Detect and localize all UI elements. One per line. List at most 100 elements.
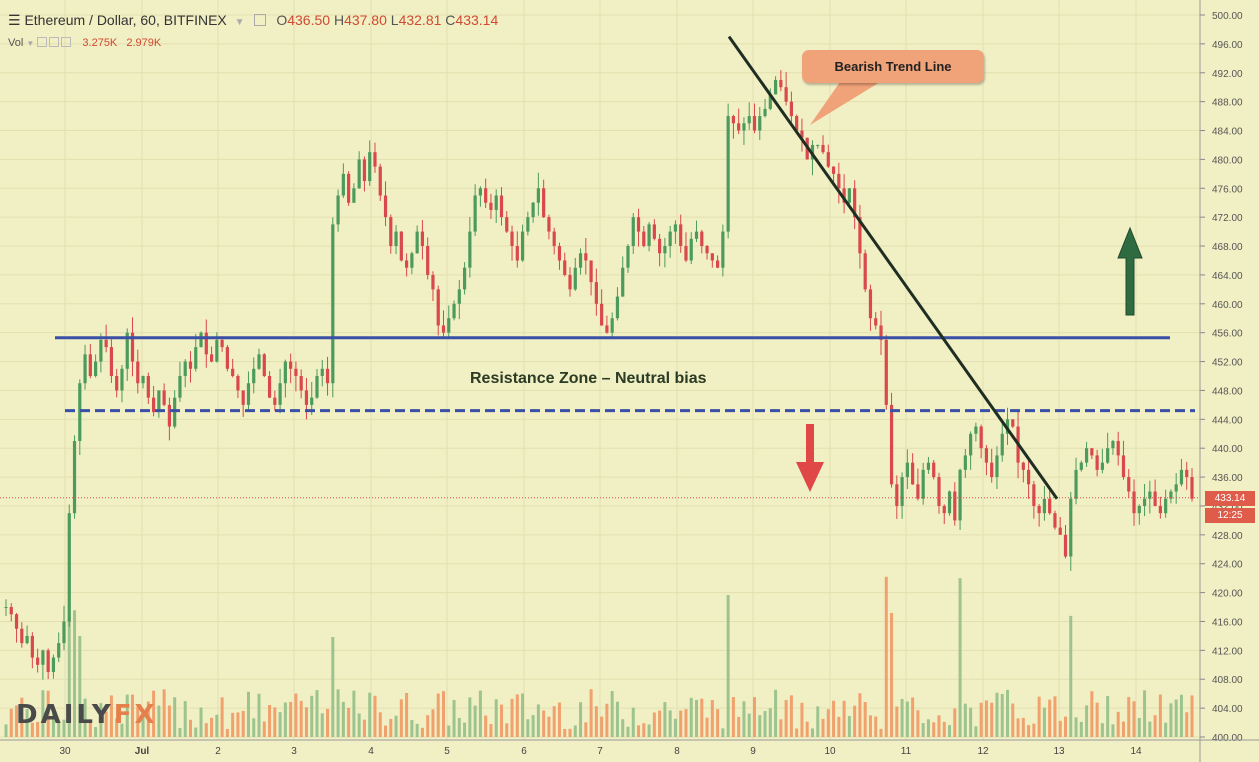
candle-body	[626, 246, 630, 268]
c-value: 433.14	[455, 12, 499, 28]
candle-body	[46, 650, 50, 673]
candle-body	[568, 274, 572, 290]
candle-body	[853, 188, 857, 218]
volume-bar	[57, 722, 61, 737]
candle-body	[304, 390, 309, 405]
x-tick-label: Jul	[135, 746, 150, 757]
volume-bar	[979, 702, 983, 737]
volume-bar	[974, 726, 978, 737]
candle-body	[178, 376, 182, 398]
candle-body	[383, 195, 388, 218]
candle-body	[1121, 455, 1126, 478]
candle-body	[1142, 498, 1147, 506]
volume-bar	[1095, 702, 1099, 737]
volume-bar	[768, 708, 772, 737]
volume-bar	[1185, 712, 1189, 737]
candle-body	[347, 173, 351, 203]
volume-bar	[83, 698, 87, 737]
volume-bar	[115, 718, 119, 737]
volume-bar	[1164, 722, 1168, 737]
candle-body	[1042, 498, 1047, 514]
volume-bar	[420, 727, 424, 737]
candle-body	[420, 231, 425, 247]
candle-body	[20, 628, 24, 644]
candle-body	[932, 462, 936, 478]
candle-body	[1032, 484, 1036, 506]
y-tick-label: 488.00	[1212, 98, 1243, 109]
volume-bar	[689, 697, 693, 737]
y-tick-label: 496.00	[1212, 40, 1243, 51]
candle-body	[842, 188, 846, 203]
candle-body	[1153, 491, 1157, 506]
volume-bar	[573, 725, 577, 737]
volume-bar	[900, 698, 904, 737]
volume-bar	[410, 720, 414, 737]
h-label: H	[333, 12, 345, 28]
volume-bar	[705, 717, 709, 737]
settings-icon[interactable]	[49, 37, 60, 47]
volume-bar	[958, 578, 962, 737]
volume-bar	[895, 706, 899, 737]
volume-bar	[447, 725, 451, 737]
volume-bar	[1037, 696, 1041, 737]
volume-bar	[268, 704, 272, 737]
volume-bar	[984, 700, 988, 737]
candle-body	[731, 116, 736, 124]
candle-body	[194, 347, 198, 369]
volume-bar	[146, 701, 150, 737]
menu-icon[interactable]: ☰	[8, 12, 21, 28]
volume-bar	[700, 698, 704, 737]
volume-bar	[389, 718, 393, 737]
y-tick-label: 452.00	[1212, 358, 1243, 369]
volume-bar	[478, 690, 482, 737]
volume-bar	[215, 714, 219, 737]
volume-bar	[1079, 721, 1083, 737]
volume-bar	[46, 690, 50, 737]
candle-body	[779, 79, 783, 88]
symbol-dropdown-icon[interactable]: ▼	[234, 17, 245, 28]
volume-bar	[1132, 701, 1136, 737]
volume-bar	[742, 701, 746, 737]
symbol-title[interactable]: Ethereum / Dollar, 60, BITFINEX	[24, 12, 227, 28]
candle-body	[726, 116, 730, 232]
resistance-zone-label: Resistance Zone – Neutral bias	[470, 370, 707, 387]
volume-bar	[531, 715, 535, 737]
h-value: 437.80	[344, 12, 387, 28]
candle-body	[905, 462, 909, 478]
volume-bar	[494, 699, 498, 737]
x-tick-label: 4	[368, 746, 374, 757]
settings-icon[interactable]	[254, 14, 267, 26]
volume-bar	[1021, 717, 1025, 737]
volume-bar	[1042, 707, 1046, 737]
candle-body	[225, 347, 229, 369]
candle-body	[241, 390, 245, 405]
candle-body	[115, 376, 119, 391]
volume-bar	[774, 689, 778, 737]
candle-body	[636, 217, 641, 232]
volume-bar	[1074, 717, 1078, 737]
candle-body	[658, 238, 662, 254]
candle-body	[573, 267, 577, 290]
close-icon[interactable]	[61, 37, 72, 47]
volume-bar	[731, 697, 735, 737]
x-tick-label: 9	[750, 746, 756, 757]
x-tick-label: 14	[1130, 746, 1142, 757]
volume-bar	[236, 712, 240, 737]
candle-body	[1074, 469, 1078, 499]
volume-dropdown-icon[interactable]: ▼	[26, 39, 35, 48]
volume-bar	[468, 697, 472, 737]
volume-bar	[626, 726, 630, 737]
eye-icon[interactable]	[37, 37, 48, 47]
candle-body	[795, 116, 799, 131]
volume-bar	[1174, 699, 1178, 737]
candle-body	[652, 224, 656, 239]
candle-body	[167, 404, 172, 427]
candle-body	[916, 484, 920, 499]
volume-bar	[15, 705, 19, 737]
candle-body	[199, 332, 203, 348]
volume-bar	[431, 709, 435, 737]
volume-bar	[621, 719, 625, 737]
volume-bar	[299, 700, 303, 737]
volume-bar	[1116, 711, 1120, 737]
